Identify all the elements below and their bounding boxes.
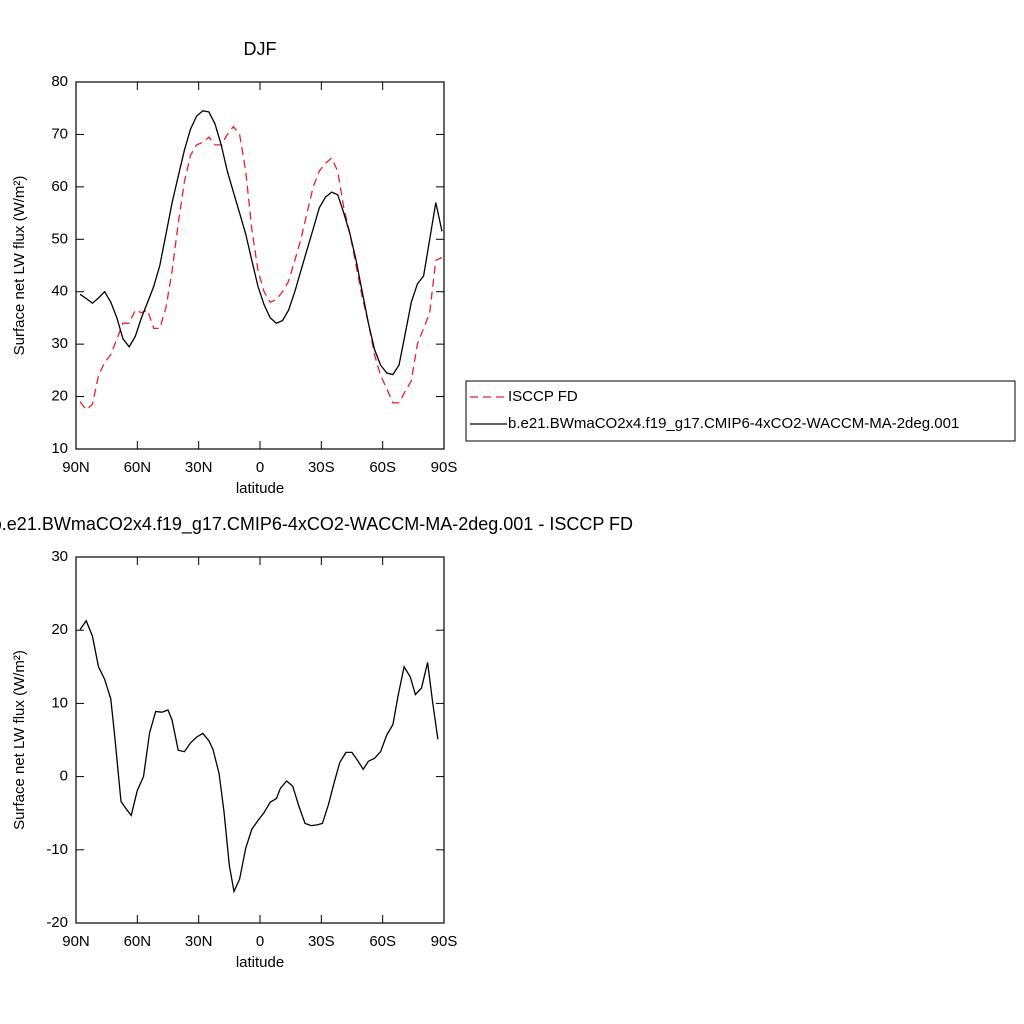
y-tick-label: -20 — [46, 914, 68, 931]
x-tick-label: 60N — [124, 459, 152, 476]
x-tick-label: 30S — [308, 933, 335, 950]
legend-label: b.e21.BWmaCO2x4.f19_g17.CMIP6-4xCO2-WACC… — [508, 415, 959, 432]
y-tick-label: 30 — [51, 335, 68, 352]
x-tick-label: 30N — [185, 933, 213, 950]
y-tick-label: 80 — [51, 73, 68, 90]
x-tick-label: 90N — [62, 459, 90, 476]
y-tick-label: 70 — [51, 125, 68, 142]
data-line — [79, 619, 439, 894]
x-tick-label: 30N — [185, 459, 213, 476]
x-tick-label: 90S — [431, 933, 458, 950]
x-tick-label: 60N — [124, 933, 152, 950]
y-tick-label: 50 — [51, 230, 68, 247]
y-tick-label: 30 — [51, 548, 68, 565]
chart-title: DJF — [244, 39, 277, 59]
data-line — [79, 110, 443, 376]
x-tick-label: 30S — [308, 459, 335, 476]
y-tick-label: 60 — [51, 178, 68, 195]
legend-box — [465, 380, 1016, 442]
y-axis-label: Surface net LW flux (W/m²) — [11, 650, 28, 830]
x-axis-label: latitude — [236, 480, 284, 497]
data-line — [79, 125, 443, 411]
y-tick-label: -10 — [46, 841, 68, 858]
legend-label: ISCCP FD — [508, 388, 578, 405]
y-tick-label: 10 — [51, 694, 68, 711]
y-tick-label: 40 — [51, 283, 68, 300]
x-tick-label: 60S — [369, 459, 396, 476]
x-axis-label: latitude — [236, 954, 284, 971]
x-tick-label: 60S — [369, 933, 396, 950]
x-tick-label: 90S — [431, 459, 458, 476]
chart-title: b.e21.BWmaCO2x4.f19_g17.CMIP6-4xCO2-WACC… — [0, 514, 633, 535]
y-tick-label: 0 — [60, 768, 68, 785]
x-tick-label: 90N — [62, 933, 90, 950]
y-tick-label: 20 — [51, 388, 68, 405]
y-tick-label: 20 — [51, 621, 68, 638]
x-tick-label: 0 — [256, 933, 264, 950]
y-axis-label: Surface net LW flux (W/m²) — [11, 176, 28, 356]
x-tick-label: 0 — [256, 459, 264, 476]
y-tick-label: 10 — [51, 440, 68, 457]
plot-frame — [75, 556, 445, 924]
